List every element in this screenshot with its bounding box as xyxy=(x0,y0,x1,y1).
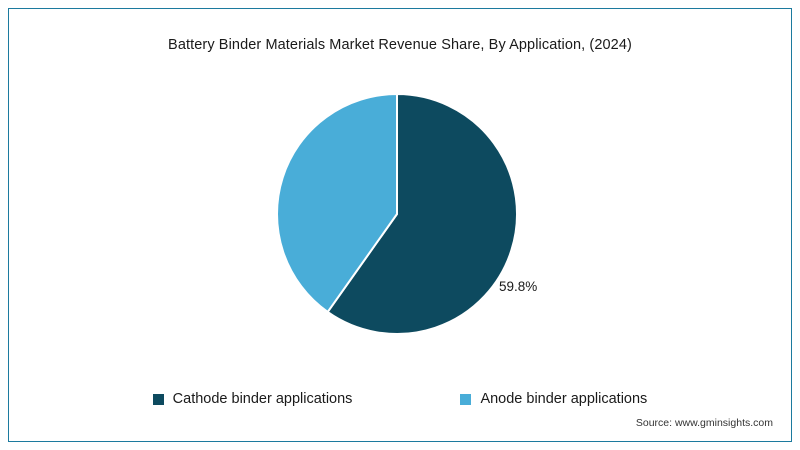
legend-label: Anode binder applications xyxy=(480,391,648,407)
pie-slice-anode[interactable] xyxy=(277,94,398,314)
legend-item-anode[interactable]: Anode binder applications xyxy=(460,391,647,407)
pie-chart xyxy=(277,94,517,334)
chart-title: Battery Binder Materials Market Revenue … xyxy=(168,37,632,53)
pie-slice-label-cathode: 59.8% xyxy=(499,279,538,294)
chart-frame: Battery Binder Materials Market Revenue … xyxy=(8,8,792,442)
legend-item-cathode[interactable]: Cathode binder applications xyxy=(152,391,353,407)
source-note: Source: www.gminsights.com xyxy=(635,417,773,429)
legend-swatch-icon xyxy=(152,393,164,405)
legend-label: Cathode binder applications xyxy=(172,391,353,407)
chart-legend: Cathode binder applications Anode binder… xyxy=(9,391,791,407)
legend-swatch-icon xyxy=(460,393,472,405)
pie-slice-cathode[interactable] xyxy=(326,94,517,334)
pie-svg xyxy=(277,94,517,334)
